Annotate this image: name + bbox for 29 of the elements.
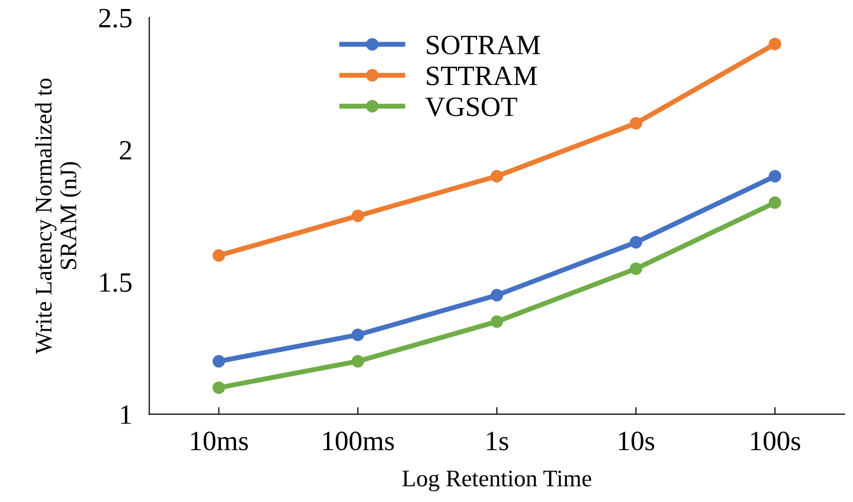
point	[352, 328, 364, 342]
point	[630, 236, 642, 249]
x-tick-label: 100ms	[323, 432, 394, 450]
y-tick-label: 2	[120, 141, 132, 160]
point	[768, 196, 782, 209]
point	[212, 249, 226, 262]
point	[212, 381, 226, 394]
point	[768, 170, 782, 182]
x-tick-label: 10ms	[191, 432, 248, 450]
x-tick-label: 1s	[486, 432, 508, 450]
point	[212, 355, 226, 368]
x-axis-title: Log Retention Time	[402, 470, 592, 492]
point	[630, 117, 642, 130]
point	[352, 355, 364, 368]
point	[630, 262, 642, 275]
point	[768, 38, 782, 50]
y-tick-label: 1.5	[100, 273, 132, 292]
y-tick-label: 2.5	[99, 8, 132, 28]
legend-label: VGSOT	[425, 98, 518, 116]
x-tick-label: 10s	[619, 432, 654, 450]
point	[490, 170, 504, 182]
point	[490, 315, 504, 328]
legend-label: STTRAM	[426, 66, 537, 86]
x-tick-label: 100s	[751, 432, 800, 450]
legend-label: SOTRAM	[426, 36, 540, 54]
y-axis-title: Write Latency Normalized to SRAM (nJ)	[35, 78, 82, 354]
point	[490, 288, 504, 302]
y-tick-label: 1	[121, 405, 131, 424]
point	[352, 210, 364, 222]
